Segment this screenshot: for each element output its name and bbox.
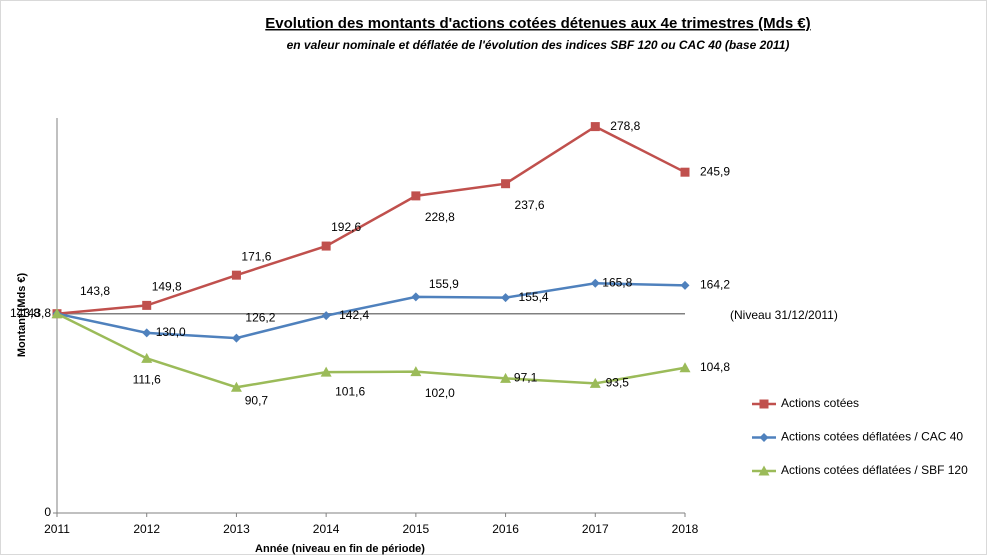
data-point	[679, 362, 691, 373]
data-point	[410, 366, 422, 377]
series-line	[56, 312, 686, 389]
data-point	[230, 381, 242, 392]
chart-title: Evolution des montants d'actions cotées …	[265, 15, 810, 32]
x-tick-label: 2012	[133, 522, 160, 536]
data-point	[411, 191, 421, 201]
data-point	[51, 308, 63, 319]
legend-label: Actions cotées déflatées / CAC 40	[781, 430, 963, 444]
legend-marker	[758, 465, 770, 476]
data-label: 97,1	[514, 371, 538, 385]
data-label: 143,8	[10, 306, 40, 320]
data-point	[142, 300, 152, 310]
y-tick-label: 143,8	[21, 306, 51, 320]
data-label: 142,4	[339, 308, 369, 322]
data-point	[501, 179, 511, 189]
data-point	[411, 292, 421, 302]
data-point	[321, 241, 331, 251]
data-label: 155,9	[429, 277, 459, 291]
data-point	[320, 366, 332, 377]
data-label: 149,8	[152, 280, 182, 294]
reference-label: (Niveau 31/12/2011)	[730, 308, 838, 322]
legend-marker	[759, 433, 769, 442]
data-label: 102,0	[425, 386, 455, 400]
data-label: 101,6	[335, 384, 365, 398]
data-label: 155,4	[519, 290, 549, 304]
data-label: 171,6	[241, 249, 271, 263]
data-point	[501, 293, 511, 303]
x-tick-label: 2016	[492, 522, 519, 536]
x-axis-title: Année (niveau en fin de période)	[255, 543, 425, 555]
data-label: 237,6	[515, 198, 545, 212]
legend-marker	[759, 399, 769, 409]
legend-label: Actions cotées	[781, 396, 859, 410]
data-point	[141, 352, 153, 363]
x-tick-label: 2017	[582, 522, 609, 536]
data-label: 164,2	[700, 278, 730, 292]
data-label: 130,0	[156, 325, 186, 339]
data-label: 192,6	[331, 220, 361, 234]
legend-label: Actions cotées déflatées / SBF 120	[781, 463, 968, 477]
y-tick-label: 0	[44, 505, 51, 519]
x-tick-label: 2011	[44, 522, 70, 536]
data-point	[500, 372, 512, 383]
data-label: 126,2	[245, 310, 275, 324]
x-tick-label: 2013	[223, 522, 250, 536]
data-point	[231, 333, 241, 343]
x-tick-label: 2015	[403, 522, 430, 536]
data-point	[680, 280, 690, 290]
data-point	[589, 377, 601, 388]
data-point	[590, 122, 600, 132]
data-point	[231, 270, 241, 280]
x-tick-label: 2018	[672, 522, 699, 536]
series-line	[56, 125, 686, 315]
data-point	[142, 328, 152, 338]
data-label: 104,8	[700, 360, 730, 374]
data-label: 143,8	[80, 284, 110, 298]
data-label: 228,8	[425, 210, 455, 224]
data-point	[590, 278, 600, 288]
y-axis-title: Montant (Mds €)	[16, 273, 28, 358]
data-point	[680, 167, 690, 177]
data-label: 278,8	[610, 119, 640, 133]
data-label: 93,5	[606, 376, 630, 390]
x-tick-label: 2014	[313, 522, 340, 536]
data-label: 111,6	[133, 372, 162, 386]
chart-subtitle: en valeur nominale et déflatée de l'évol…	[287, 38, 790, 52]
series-line	[56, 281, 686, 340]
data-point	[321, 311, 331, 321]
data-label: 245,9	[700, 164, 730, 178]
data-label: 90,7	[245, 393, 269, 407]
data-label: 165,8	[602, 275, 632, 289]
